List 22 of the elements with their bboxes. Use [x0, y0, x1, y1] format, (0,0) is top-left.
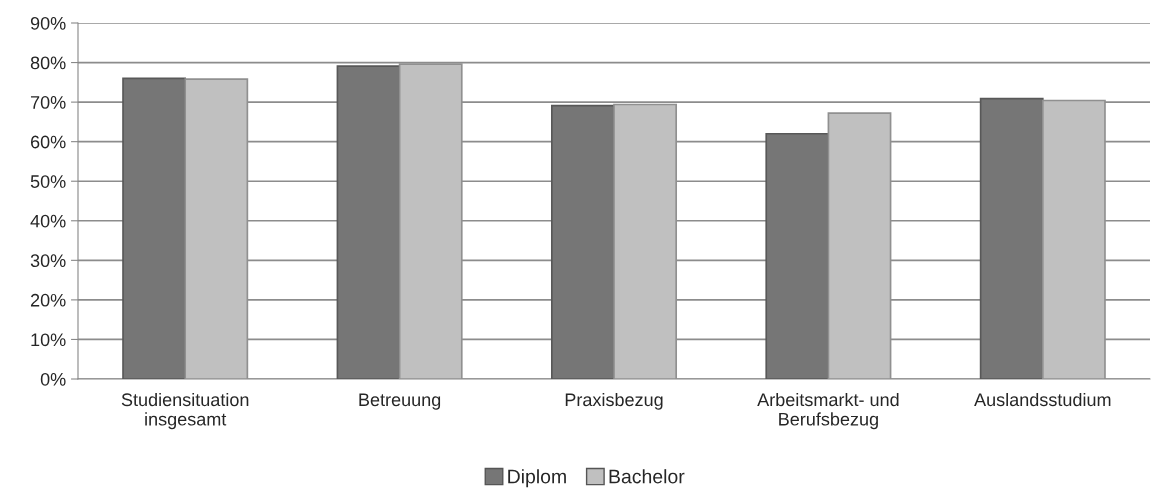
x-tick-label: Arbeitsmarkt- und Berufsbezug — [757, 392, 899, 430]
x-tick-label: Studiensituation insgesamt — [121, 392, 249, 430]
bar — [765, 132, 830, 379]
y-tick-label: 20% — [30, 293, 66, 307]
x-tick-label: Auslandsstudium — [974, 392, 1111, 407]
y-tick-label: 0% — [40, 372, 66, 386]
legend-label: Diplom — [508, 469, 566, 488]
legend-label: Bachelor — [609, 469, 685, 484]
bar — [550, 104, 615, 379]
bar — [122, 77, 187, 379]
y-tick-label: 60% — [30, 135, 66, 149]
bar — [336, 65, 401, 379]
y-tick-label: 30% — [30, 254, 66, 268]
y-tick-label: 50% — [30, 175, 66, 188]
y-tick-label: 80% — [30, 56, 66, 70]
x-tick-label: Betreuung — [359, 393, 441, 410]
bar — [979, 97, 1044, 379]
y-tick-label: 10% — [31, 333, 66, 347]
y-tick-label: 40% — [30, 214, 66, 228]
x-tick-label: Praxisbezug — [565, 392, 663, 410]
y-tick-label: 70% — [30, 96, 66, 109]
y-tick-label: 90% — [30, 16, 66, 30]
